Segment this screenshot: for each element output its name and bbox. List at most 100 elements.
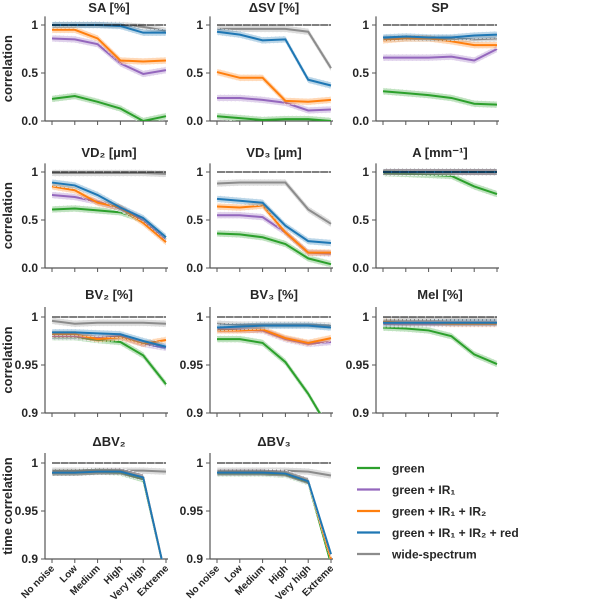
y-axis-label: correlation xyxy=(0,326,15,393)
y-tick-label: 1 xyxy=(196,18,203,32)
band-green-IR-IR- xyxy=(52,468,166,581)
panel-title: BV₂ [%] xyxy=(85,287,133,302)
band-green xyxy=(383,88,497,108)
y-tick-label: 1 xyxy=(31,165,38,179)
plot-area xyxy=(217,317,331,436)
panel-title: ΔSV [%] xyxy=(249,0,300,15)
panel-2: 0.0 0.5 1 SP xyxy=(352,0,499,128)
y-tick-label: 0.9 xyxy=(21,552,38,566)
band-green-IR- xyxy=(52,35,166,77)
legend-label: wide-spectrum xyxy=(391,548,477,562)
y-tick-label: 1 xyxy=(196,310,203,324)
panel-8: 0.9 0.95 1 Mel [%] xyxy=(346,287,499,420)
plot-area xyxy=(52,463,166,582)
y-tick-label: 0.0 xyxy=(352,261,369,275)
panel-7: 0.9 0.95 1 BV₃ [%] xyxy=(180,287,333,436)
panel-1: 0.0 0.5 1 ΔSV [%] xyxy=(186,0,333,128)
series-line-green-IR-IR- xyxy=(217,473,331,559)
series-line-wide-spectrum xyxy=(52,173,166,174)
y-tick-label: 0.0 xyxy=(21,261,38,275)
plot-area xyxy=(52,22,166,125)
y-tick-label: 1 xyxy=(196,165,203,179)
y-tick-label: 0.0 xyxy=(186,114,203,128)
legend-label: green xyxy=(392,462,425,476)
y-tick-label: 0.9 xyxy=(186,406,203,420)
y-tick-label: 0.5 xyxy=(352,66,369,80)
y-tick-label: 0.0 xyxy=(21,114,38,128)
band-green xyxy=(52,468,166,581)
panel-title: SA [%] xyxy=(88,0,129,15)
panel-3: 0.0 0.5 1 VD₂ [µm] correlation xyxy=(0,145,168,275)
y-tick-label: 0.5 xyxy=(21,66,38,80)
plot-area xyxy=(383,169,497,198)
panel-title: ΔBV₂ xyxy=(92,434,125,449)
y-tick-label: 1 xyxy=(362,310,369,324)
panel-title: SP xyxy=(431,0,449,15)
plot-area xyxy=(52,317,166,388)
plot-area xyxy=(217,172,331,268)
series-line-green xyxy=(217,474,331,564)
plot-area xyxy=(52,170,166,246)
panel-title: Mel [%] xyxy=(417,287,463,302)
series-line-green-IR-IR- xyxy=(52,472,166,579)
y-axis-label: correlation xyxy=(0,35,15,102)
band-green-IR-IR-red xyxy=(52,468,166,581)
y-tick-label: 0.5 xyxy=(21,213,38,227)
band-green-IR- xyxy=(52,468,166,581)
legend: green green + IR₁ green + IR₁ + IR₂ green +… xyxy=(357,462,519,562)
legend-label: green + IR₁ xyxy=(392,483,455,497)
legend-label: green + IR₁ + IR₂ xyxy=(392,505,486,519)
legend-label: green + IR₁ + IR₂ + red xyxy=(392,526,519,540)
plot-area xyxy=(217,25,331,124)
y-axis-label: time correlation xyxy=(0,457,15,555)
y-tick-label: 0.95 xyxy=(180,504,204,518)
series-line-green xyxy=(52,472,166,579)
band-green-IR- xyxy=(217,469,331,562)
panel-title: ΔBV₃ xyxy=(257,434,290,449)
series-line-green-IR-IR-red xyxy=(52,472,166,579)
panel-title: BV₃ [%] xyxy=(250,287,298,302)
y-tick-label: 1 xyxy=(196,456,203,470)
panel-title: A [mm⁻¹] xyxy=(412,145,468,160)
y-axis-label: correlation xyxy=(0,182,15,249)
y-tick-label: 0.5 xyxy=(352,213,369,227)
y-tick-label: 0.9 xyxy=(186,552,203,566)
y-tick-label: 0.95 xyxy=(15,358,39,372)
y-tick-label: 1 xyxy=(31,18,38,32)
y-tick-label: 0.0 xyxy=(186,261,203,275)
x-tick-label: No noise xyxy=(184,563,222,601)
panel-0: 0.0 0.5 1 SA [%] correlation xyxy=(0,0,168,128)
y-tick-label: 0.5 xyxy=(186,213,203,227)
y-tick-label: 0.5 xyxy=(186,66,203,80)
series-line-green-IR- xyxy=(217,473,331,559)
y-tick-label: 1 xyxy=(362,18,369,32)
band-green xyxy=(217,230,331,267)
plot-area xyxy=(217,463,331,567)
y-tick-label: 1 xyxy=(31,310,38,324)
band-green xyxy=(217,470,331,567)
panel-title: VD₂ [µm] xyxy=(81,145,136,160)
panel-5: 0.0 0.5 1 A [mm⁻¹] xyxy=(352,145,499,275)
y-tick-label: 0.0 xyxy=(352,114,369,128)
series-line-green-IR- xyxy=(52,472,166,579)
y-tick-label: 0.9 xyxy=(352,406,369,420)
y-tick-label: 0.95 xyxy=(180,358,204,372)
y-tick-label: 0.95 xyxy=(346,358,370,372)
band-green-IR-IR- xyxy=(217,469,331,562)
y-tick-label: 1 xyxy=(31,456,38,470)
band-green xyxy=(217,336,331,436)
plot-area xyxy=(383,25,497,108)
series-line-green-IR-IR-red xyxy=(217,473,331,555)
y-tick-label: 0.95 xyxy=(15,504,39,518)
y-tick-label: 0.9 xyxy=(21,406,38,420)
x-tick-label: No noise xyxy=(19,563,57,601)
plot-area xyxy=(383,317,497,368)
panel-6: 0.9 0.95 1 BV₂ [%] correlation xyxy=(0,287,168,420)
series-line-green xyxy=(217,339,331,432)
y-tick-label: 1 xyxy=(362,165,369,179)
band-green xyxy=(383,324,497,367)
